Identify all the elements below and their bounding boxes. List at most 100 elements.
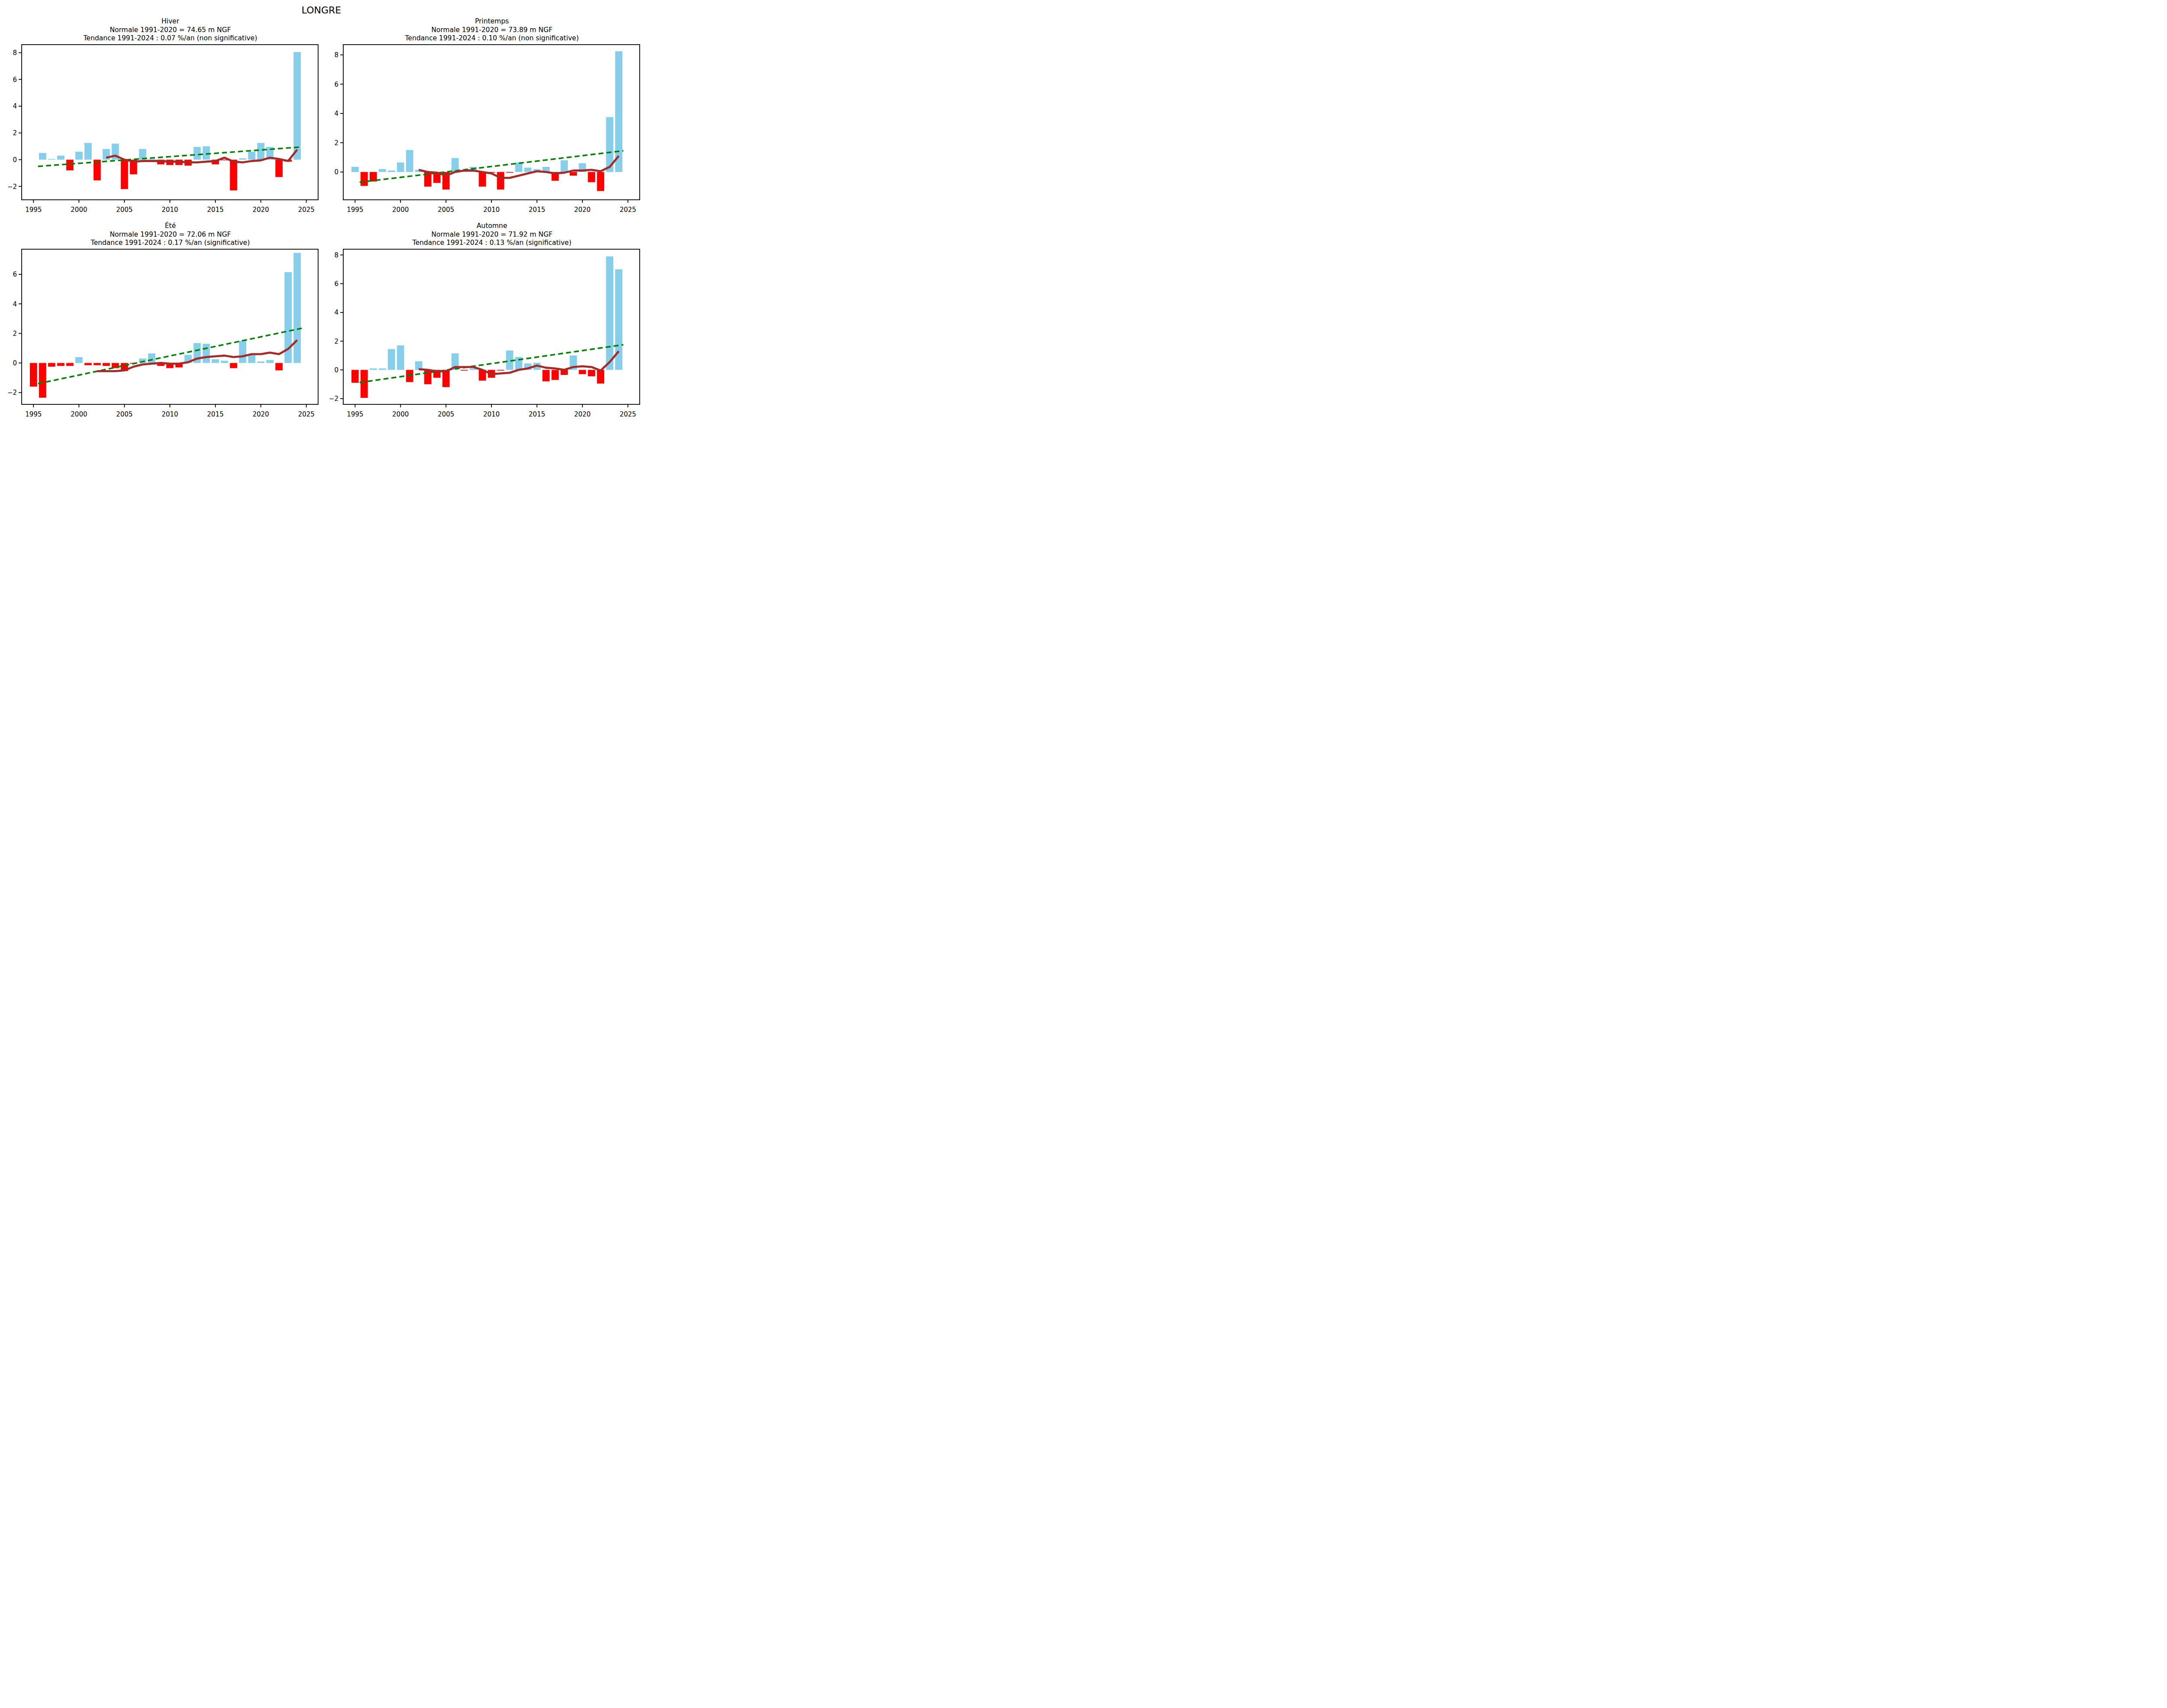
x-tick-label: 2005: [438, 206, 454, 214]
tendance-subtitle: Tendance 1991-2024 : 0.13 %/an (signific…: [341, 239, 643, 247]
anomaly-bar: [397, 345, 404, 370]
anomaly-bar: [388, 349, 395, 370]
x-tick-label: 2000: [71, 410, 87, 418]
anomaly-bar: [461, 370, 468, 371]
anomaly-bar: [351, 167, 359, 172]
anomaly-bar: [66, 159, 74, 170]
panel-printemps: Printemps Normale 1991-2020 = 73.89 m NG…: [322, 17, 643, 222]
x-tick-label: 2010: [162, 206, 178, 214]
season-title: Automne: [341, 222, 643, 231]
tendance-subtitle: Tendance 1991-2024 : 0.07 %/an (non sign…: [19, 34, 322, 43]
anomaly-bar: [597, 370, 604, 383]
anomaly-bar: [48, 363, 55, 367]
anomaly-bar: [293, 52, 301, 159]
x-tick-label: 2020: [253, 410, 269, 418]
anomaly-bar: [275, 363, 283, 370]
anomaly-bar: [257, 361, 264, 363]
y-tick-label: −2: [329, 395, 338, 403]
y-tick-label: 0: [13, 359, 17, 367]
y-tick-label: 0: [334, 366, 338, 374]
anomaly-bar: [361, 172, 368, 185]
panel-automne: Automne Normale 1991-2020 = 71.92 m NGF …: [322, 222, 643, 426]
chart-hiver: −2024681995200020052010201520202025: [0, 43, 322, 221]
anomaly-bar: [257, 143, 264, 159]
chart-grid: Hiver Normale 1991-2020 = 74.65 m NGF Te…: [0, 17, 643, 426]
anomaly-bar: [85, 363, 92, 365]
anomaly-bar: [94, 363, 101, 365]
x-tick-label: 2000: [392, 206, 409, 214]
anomaly-bar: [497, 370, 504, 371]
chart-title-block-hiver: Hiver Normale 1991-2020 = 74.65 m NGF Te…: [0, 17, 322, 43]
normale-subtitle: Normale 1991-2020 = 73.89 m NGF: [341, 26, 643, 35]
anomaly-bar: [57, 363, 65, 366]
anomaly-bar: [203, 146, 210, 159]
anomaly-bar: [379, 368, 386, 370]
x-tick-label: 2025: [298, 206, 315, 214]
anomaly-bar: [148, 353, 156, 363]
anomaly-bar: [75, 151, 83, 159]
y-tick-label: 8: [334, 251, 338, 259]
anomaly-bar: [597, 172, 604, 191]
panel-hiver: Hiver Normale 1991-2020 = 74.65 m NGF Te…: [0, 17, 322, 222]
anomaly-bar: [588, 172, 595, 182]
anomaly-bar: [248, 355, 255, 363]
x-tick-label: 2000: [392, 410, 409, 418]
anomaly-bar: [75, 357, 83, 363]
x-tick-label: 2010: [483, 206, 500, 214]
anomaly-bar: [230, 159, 237, 190]
anomaly-bar: [579, 370, 586, 374]
y-tick-label: 2: [13, 129, 17, 137]
anomaly-bar: [275, 159, 283, 177]
normale-subtitle: Normale 1991-2020 = 72.06 m NGF: [19, 231, 322, 239]
season-title: Printemps: [341, 17, 643, 26]
x-tick-label: 2025: [620, 206, 636, 214]
chart-title-block-printemps: Printemps Normale 1991-2020 = 73.89 m NG…: [322, 17, 643, 43]
x-tick-label: 2005: [116, 206, 133, 214]
season-title: Été: [19, 222, 322, 231]
anomaly-bar: [221, 361, 228, 363]
x-tick-label: 1995: [347, 206, 363, 214]
anomaly-bar: [524, 167, 532, 172]
x-tick-label: 2020: [574, 206, 591, 214]
y-tick-label: 4: [334, 309, 338, 316]
x-tick-label: 2005: [438, 410, 454, 418]
y-tick-label: −2: [7, 182, 17, 190]
anomaly-bar: [57, 156, 65, 159]
y-tick-label: 6: [13, 75, 17, 83]
y-tick-label: 4: [334, 110, 338, 117]
panel-ete: Été Normale 1991-2020 = 72.06 m NGF Tend…: [0, 222, 322, 426]
x-tick-label: 1995: [347, 410, 363, 418]
y-tick-label: 4: [13, 102, 17, 110]
x-tick-label: 1995: [25, 206, 42, 214]
anomaly-bar: [406, 150, 413, 172]
normale-subtitle: Normale 1991-2020 = 74.65 m NGF: [19, 26, 322, 35]
chart-ete: −202461995200020052010201520202025: [0, 247, 322, 426]
anomaly-bar: [66, 363, 74, 366]
x-tick-label: 2010: [483, 410, 500, 418]
x-tick-label: 2025: [620, 410, 636, 418]
anomaly-bar: [443, 370, 450, 387]
y-tick-label: 6: [334, 280, 338, 288]
y-tick-label: 2: [334, 139, 338, 146]
anomaly-bar: [239, 341, 246, 363]
anomaly-bar: [615, 51, 622, 172]
x-tick-label: 1995: [25, 410, 42, 418]
anomaly-bar: [588, 370, 595, 376]
y-tick-label: 2: [13, 329, 17, 337]
anomaly-bar: [542, 370, 550, 381]
x-tick-label: 2015: [207, 410, 224, 418]
x-tick-label: 2015: [207, 206, 224, 214]
y-tick-label: 2: [334, 337, 338, 345]
x-tick-label: 2015: [529, 206, 545, 214]
anomaly-bar: [230, 363, 237, 368]
y-tick-label: 6: [13, 270, 17, 278]
anomaly-bar: [212, 359, 219, 363]
anomaly-bar: [239, 158, 246, 159]
tendance-subtitle: Tendance 1991-2024 : 0.17 %/an (signific…: [19, 239, 322, 247]
x-tick-label: 2020: [574, 410, 591, 418]
y-tick-label: 8: [13, 49, 17, 57]
anomaly-bar: [30, 363, 37, 387]
x-tick-label: 2025: [298, 410, 315, 418]
anomaly-bar: [293, 253, 301, 363]
anomaly-bar: [388, 170, 395, 172]
